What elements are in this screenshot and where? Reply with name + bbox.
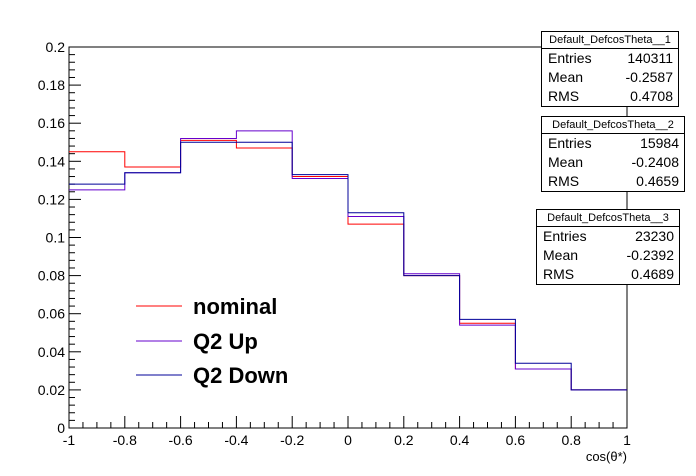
entries-label: Entries xyxy=(543,228,587,244)
x-tick-label: 0.8 xyxy=(561,432,581,448)
y-tick-label: 0.2 xyxy=(46,39,66,55)
rms-label: RMS xyxy=(543,266,575,282)
entries-label: Entries xyxy=(548,135,592,151)
x-tick-label: -0.6 xyxy=(169,432,193,448)
mean-value: -0.2408 xyxy=(631,154,679,170)
x-tick-label: 0.4 xyxy=(450,432,470,448)
y-tick-label: 0.16 xyxy=(38,115,65,131)
y-tick-label: 0 xyxy=(57,420,65,436)
stat-box-title: Default_DefcosTheta__1 xyxy=(542,32,678,49)
legend-label: nominal xyxy=(193,294,277,319)
x-axis: -1 -0.8 -0.6 -0.4 -0.2 0 0.2 0.4 0.6 0.8 1 xyxy=(63,416,631,448)
x-tick-label: 0.6 xyxy=(506,432,526,448)
y-tick-label: 0.04 xyxy=(38,344,65,360)
legend: nominal Q2 Up Q2 Down xyxy=(136,294,288,388)
rms-value: 0.4689 xyxy=(631,266,674,282)
y-axis: 0 0.02 0.04 0.06 0.08 0.1 0.12 0.14 0.16 0.18 0.2 xyxy=(38,39,81,436)
rms-value: 0.4659 xyxy=(636,173,679,189)
x-tick-label: -0.4 xyxy=(224,432,248,448)
x-tick-label: -1 xyxy=(63,432,76,448)
legend-label: Q2 Up xyxy=(193,329,258,354)
x-tick-label: -0.8 xyxy=(113,432,137,448)
y-tick-label: 0.02 xyxy=(38,382,65,398)
y-tick-label: 0.1 xyxy=(46,230,66,246)
stat-box-3: Default_DefcosTheta__3 Entries 23230 Mean… xyxy=(536,209,680,285)
rms-label: RMS xyxy=(548,88,580,104)
mean-label: Mean xyxy=(548,154,584,170)
y-tick-label: 0.12 xyxy=(38,191,65,207)
mean-label: Mean xyxy=(543,247,579,263)
x-tick-label: -0.2 xyxy=(280,432,304,448)
y-tick-label: 0.18 xyxy=(38,77,65,93)
mean-value: -0.2587 xyxy=(625,69,673,85)
stat-box-2: Default_DefcosTheta__2 Entries 15984 Mean… xyxy=(541,116,685,192)
stat-box-title: Default_DefcosTheta__2 xyxy=(542,117,684,134)
series-q2-down-line xyxy=(69,141,627,391)
y-tick-label: 0.14 xyxy=(38,153,65,169)
y-tick-label: 0.08 xyxy=(38,268,65,284)
x-tick-label: 0.2 xyxy=(394,432,414,448)
mean-label: Mean xyxy=(548,69,584,85)
entries-value: 140311 xyxy=(627,50,673,66)
x-tick-label: 0 xyxy=(344,432,352,448)
stat-box-title: Default_DefcosTheta__3 xyxy=(537,210,679,227)
x-tick-label: 1 xyxy=(623,432,631,448)
rms-label: RMS xyxy=(548,173,580,189)
entries-label: Entries xyxy=(548,50,592,66)
x-axis-label: cos(θ*) xyxy=(586,449,627,464)
stat-box-1: Default_DefcosTheta__1 Entries 140311 Mea… xyxy=(541,31,679,107)
mean-value: -0.2392 xyxy=(626,247,674,263)
legend-label: Q2 Down xyxy=(193,363,288,388)
y-tick-label: 0.06 xyxy=(38,306,65,322)
entries-value: 23230 xyxy=(635,228,674,244)
rms-value: 0.4708 xyxy=(630,88,673,104)
entries-value: 15984 xyxy=(640,135,679,151)
series-layer xyxy=(69,130,627,391)
